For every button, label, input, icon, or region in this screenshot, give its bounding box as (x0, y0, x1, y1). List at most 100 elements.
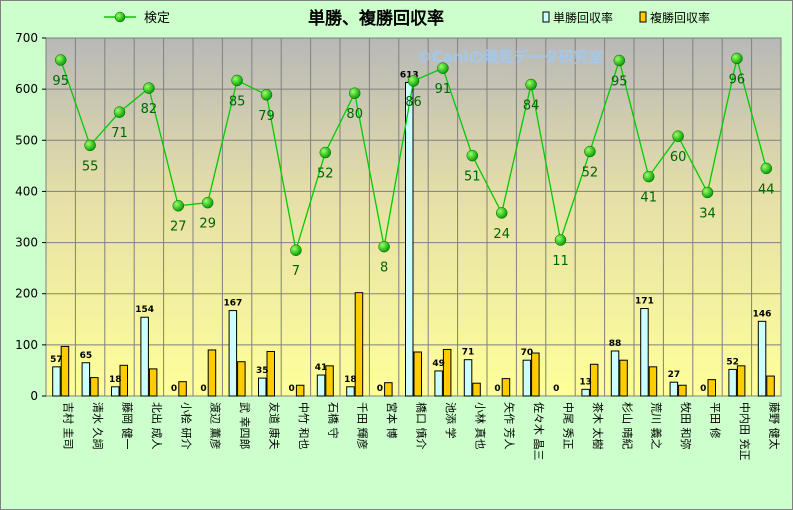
kentei-point (348, 87, 361, 99)
x-tick-label: 杉山 晴紀 (620, 402, 634, 450)
legend-label-tansho: 単勝回収率 (553, 10, 613, 25)
bar-data-label: 41 (315, 363, 328, 373)
bar-tansho (581, 388, 590, 397)
x-tick-label: 宮本 博 (385, 402, 399, 439)
kentei-label: 96 (729, 72, 746, 87)
x-tick-label: 中内田 充正 (738, 402, 752, 461)
bar-data-label: 0 (494, 384, 500, 394)
bar-data-label: 0 (200, 384, 206, 394)
kentei-point (201, 196, 214, 209)
kentei-point (231, 74, 243, 87)
x-tick-label: 池添 学 (444, 402, 458, 439)
y-tick-label: 700 (15, 31, 38, 45)
bar-tansho (757, 320, 767, 397)
kentei-label: 24 (493, 227, 510, 242)
kentei-point (584, 145, 596, 158)
x-tick-label: 佐々木 晶三 (532, 402, 546, 461)
bar-fukusho (413, 351, 422, 397)
x-tick-label: 小林 真也 (473, 402, 487, 450)
y-tick-label: 300 (15, 236, 38, 250)
bar-data-label: 35 (256, 366, 269, 376)
kentei-point (760, 162, 773, 175)
legend-swatch-tansho (542, 11, 550, 23)
kentei-label: 86 (405, 95, 422, 110)
x-tick-label: 小桧 研介 (179, 402, 193, 450)
x-tick-label: 吉村 圭司 (62, 402, 76, 450)
bar-fukusho (325, 365, 334, 397)
kentei-label: 27 (170, 220, 187, 235)
bar-fukusho (266, 351, 275, 397)
bar-fukusho (589, 363, 599, 397)
bar-data-label: 71 (462, 348, 475, 358)
kentei-label: 44 (758, 182, 775, 197)
bar-fukusho (766, 375, 775, 397)
chart-title: 単勝、複勝回収率 (308, 8, 444, 29)
kentei-point (642, 170, 655, 183)
bar-fukusho (90, 377, 99, 397)
bar-data-label: 49 (432, 359, 445, 369)
bar-fukusho (707, 379, 716, 397)
x-axis: 吉村 圭司 清水 久詞 藤岡 健一 北出 成人 小桧 研介 渡辺 薫彦 武 幸四郎 友道 康夫… (62, 402, 781, 461)
bar-tansho (111, 386, 120, 397)
x-tick-label: 平田 修 (709, 402, 723, 439)
bar-data-label: 52 (726, 357, 739, 367)
bar-fukusho (678, 384, 687, 397)
kentei-label: 51 (464, 170, 481, 185)
bar-fukusho (619, 359, 628, 397)
kentei-label: 85 (229, 94, 246, 109)
kentei-label: 95 (611, 75, 628, 90)
y-tick-label: 0 (30, 389, 38, 403)
x-tick-label: 矢作 芳人 (503, 402, 517, 450)
kentei-point (613, 54, 626, 67)
kentei-point (466, 149, 479, 162)
bar-tansho (405, 81, 414, 397)
legend: 検定 単勝回収率 複勝回収率 (104, 10, 710, 26)
kentei-point (495, 207, 508, 219)
kentei-label: 7 (292, 264, 300, 279)
bar-fukusho (178, 381, 187, 397)
legend-swatch-fukusho (639, 11, 647, 23)
kentei-point (143, 82, 155, 94)
kentei-label: 55 (82, 159, 99, 174)
bar-tansho (258, 377, 267, 397)
x-tick-label: 武 幸四郎 (238, 402, 252, 450)
kentei-label: 41 (640, 191, 657, 206)
legend-label-fukusho: 複勝回収率 (650, 10, 710, 25)
x-tick-label: 茶木 太樹 (591, 402, 604, 450)
bar-fukusho (237, 361, 246, 397)
x-tick-label: 牧田 和弥 (679, 402, 693, 450)
bar-fukusho (648, 366, 658, 397)
bar-data-label: 18 (344, 375, 357, 385)
bar-fukusho (148, 368, 158, 397)
y-tick-label: 400 (15, 184, 38, 198)
x-tick-label: 橋口 慎介 (415, 402, 429, 450)
bar-data-label: 613 (400, 70, 419, 80)
bar-tansho (52, 366, 61, 397)
kentei-point (290, 244, 302, 256)
bar-tansho (434, 370, 443, 397)
bar-data-label: 57 (50, 355, 63, 365)
kentei-point (260, 89, 273, 101)
bar-data-label: 65 (80, 351, 93, 361)
kentei-label: 8 (380, 261, 388, 276)
bar-data-label: 0 (700, 384, 706, 394)
y-tick-label: 500 (15, 133, 38, 147)
bar-data-label: 171 (635, 297, 654, 307)
bar-fukusho (472, 382, 481, 397)
bar-data-label: 88 (609, 339, 622, 349)
bar-data-label: 0 (553, 384, 559, 394)
kentei-label: 91 (435, 82, 452, 97)
legend-label-kentei: 検定 (144, 11, 170, 26)
bar-fukusho (736, 365, 746, 397)
bar-data-label: 70 (521, 348, 534, 358)
bar-data-label: 146 (753, 309, 772, 319)
bar-data-label: 13 (579, 377, 592, 387)
kentei-label: 95 (52, 74, 69, 89)
kentei-point (701, 186, 714, 199)
kentei-label: 82 (141, 102, 158, 117)
kentei-label: 84 (523, 99, 540, 114)
bars (52, 81, 775, 397)
bar-data-label: 0 (377, 384, 383, 394)
bar-fukusho (531, 352, 540, 397)
